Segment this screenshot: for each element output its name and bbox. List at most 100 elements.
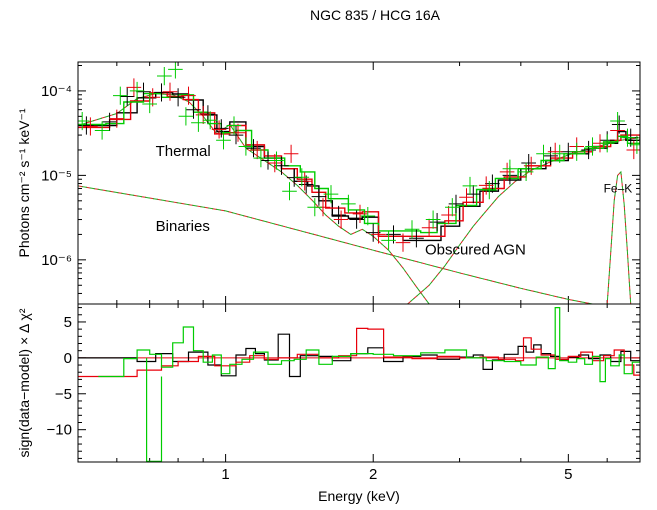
data-point xyxy=(226,116,242,135)
y-tick-label: −10 xyxy=(47,422,72,439)
data-point xyxy=(246,139,261,158)
component-label: Thermal xyxy=(156,143,211,160)
data-point xyxy=(478,176,494,195)
data-point xyxy=(521,154,536,173)
residual-y-axis-label: sign(data−model) × Δ χ² xyxy=(16,308,32,457)
data-point xyxy=(499,162,515,181)
data-point xyxy=(168,62,183,79)
data-point xyxy=(109,109,125,128)
data-point xyxy=(119,87,135,106)
data-point xyxy=(178,107,194,126)
data-point xyxy=(154,83,169,102)
data-points xyxy=(78,62,640,252)
component-label: Fe–K xyxy=(604,181,633,195)
data-point xyxy=(371,225,386,244)
model-step xyxy=(78,92,640,237)
x-tick-label: 5 xyxy=(564,466,572,483)
data-point xyxy=(211,120,227,139)
data-point xyxy=(482,181,497,200)
x-tick-labels: 1 2 5 xyxy=(221,466,572,483)
data-point xyxy=(267,154,283,173)
residual-panel: 5 0 −5 −10 1 2 5 sign(data−model) × Δ χ² Ener… xyxy=(16,303,641,504)
data-point xyxy=(297,172,313,191)
data-point xyxy=(170,88,186,107)
data-point xyxy=(381,231,396,250)
data-point xyxy=(294,168,310,187)
data-point xyxy=(126,78,142,97)
y-tick-label: 0 xyxy=(64,350,72,367)
component-curve xyxy=(606,170,632,304)
data-point xyxy=(626,140,640,160)
data-point xyxy=(191,113,206,132)
x-tick-label: 2 xyxy=(369,466,377,483)
data-point xyxy=(536,144,551,163)
data-point xyxy=(145,88,160,107)
data-point xyxy=(202,111,218,130)
data-point xyxy=(620,128,635,147)
data-point xyxy=(311,187,327,206)
data-point xyxy=(78,112,90,131)
data-point xyxy=(249,140,265,160)
residual-steps xyxy=(78,307,640,462)
data-point xyxy=(404,220,420,239)
data-point xyxy=(253,149,269,168)
data-point xyxy=(585,137,600,156)
residual-frame xyxy=(77,303,641,463)
data-point xyxy=(238,137,254,156)
data-point xyxy=(269,151,284,170)
data-point xyxy=(552,144,567,163)
data-point xyxy=(113,86,128,105)
y-tick-label: 10⁻⁴ xyxy=(41,83,72,100)
data-point xyxy=(216,131,231,150)
data-point xyxy=(360,207,376,226)
data-point xyxy=(136,82,151,101)
spectrum-y-tick-labels: 10⁻⁶ 10⁻⁵ 10⁻⁴ xyxy=(41,83,72,269)
chart-title: NGC 835 / HCG 16A xyxy=(310,7,441,23)
data-point xyxy=(352,204,368,223)
x-axis-label: Energy (keV) xyxy=(318,488,400,504)
data-point xyxy=(429,213,445,232)
y-tick-label: 10⁻⁵ xyxy=(41,167,72,184)
data-point xyxy=(581,140,596,160)
data-point xyxy=(283,144,299,163)
data-point xyxy=(162,82,178,101)
data-point xyxy=(214,119,229,138)
component-curve xyxy=(407,137,640,304)
data-point xyxy=(102,112,117,131)
residual-axis-ticks xyxy=(77,304,641,462)
data-point xyxy=(569,142,584,161)
data-point xyxy=(610,112,625,131)
data-point xyxy=(157,67,172,86)
residual-y-tick-labels: 5 0 −5 −10 xyxy=(47,314,72,439)
data-point xyxy=(445,198,460,217)
data-point xyxy=(448,194,464,213)
residual-step xyxy=(78,327,640,378)
data-point xyxy=(425,210,441,229)
data-point xyxy=(282,182,297,201)
data-point xyxy=(228,126,244,145)
x-tick-label: 1 xyxy=(221,466,229,483)
data-point xyxy=(181,86,196,105)
component-curve xyxy=(78,185,593,304)
residual-spike xyxy=(146,357,163,462)
data-point xyxy=(395,233,411,252)
spectrum-panel: 10⁻⁶ 10⁻⁵ 10⁻⁴ Photons cm⁻² s⁻¹ keV⁻¹ Ther… xyxy=(16,61,641,305)
data-point xyxy=(333,210,349,229)
data-point xyxy=(441,205,456,225)
component-annotations: Thermal Binaries Obscured AGN Fe–K xyxy=(156,143,633,259)
y-tick-label: 5 xyxy=(64,314,72,331)
data-point xyxy=(466,185,481,204)
residual-step xyxy=(98,307,640,383)
data-point xyxy=(502,159,518,178)
data-point xyxy=(94,121,110,140)
data-point xyxy=(459,188,474,207)
data-point xyxy=(629,135,640,154)
data-point xyxy=(186,100,201,119)
spectrum-y-axis-label: Photons cm⁻² s⁻¹ keV⁻¹ xyxy=(16,108,32,257)
data-point xyxy=(421,218,437,237)
data-point xyxy=(341,194,356,213)
data-point xyxy=(83,117,98,136)
component-label: Obscured AGN xyxy=(425,242,526,259)
data-point xyxy=(307,198,323,217)
